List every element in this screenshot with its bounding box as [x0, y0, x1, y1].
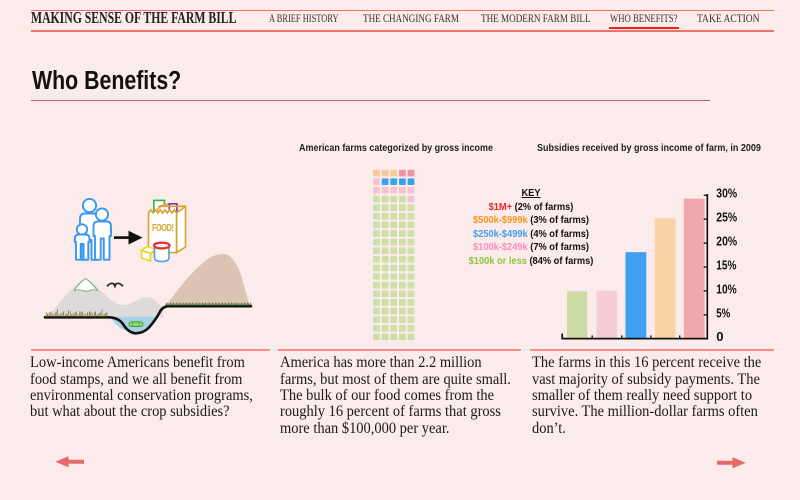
- svg-text:10%: 10%: [716, 281, 737, 296]
- svg-text:25%: 25%: [716, 210, 737, 225]
- svg-text:20%: 20%: [716, 234, 737, 249]
- svg-text:0: 0: [716, 329, 723, 344]
- svg-text:FOOD!: FOOD!: [152, 222, 174, 234]
- svg-text:15%: 15%: [716, 258, 736, 273]
- svg-text:30%: 30%: [716, 186, 737, 201]
- svg-text:5%: 5%: [716, 305, 730, 320]
